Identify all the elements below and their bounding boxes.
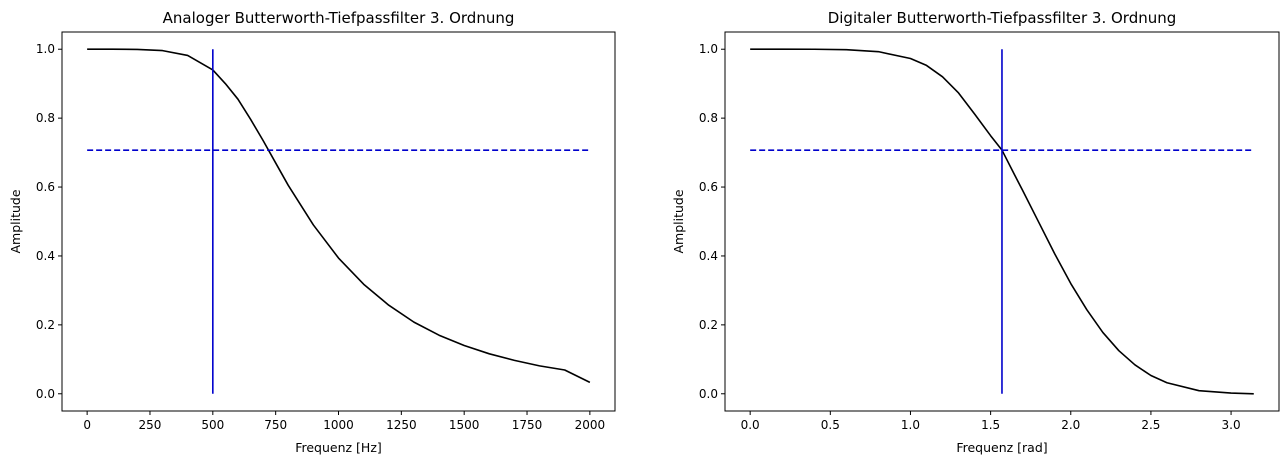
y-tick-label: 0.8 bbox=[36, 111, 55, 125]
x-ticks: 0 250 500 750 1000 1250 1500 1750 2000 bbox=[83, 411, 605, 432]
y-tick-label: 0.8 bbox=[699, 111, 718, 125]
y-tick-label: 0.0 bbox=[699, 387, 718, 401]
plot-area-frame bbox=[61, 31, 616, 412]
x-tick-label: 0.5 bbox=[821, 418, 840, 432]
x-tick-label: 2000 bbox=[575, 418, 606, 432]
x-tick-label: 3.0 bbox=[1222, 418, 1241, 432]
x-tick-label: 0.0 bbox=[741, 418, 760, 432]
series-line-0 bbox=[87, 48, 591, 384]
y-tick-label: 0.6 bbox=[36, 180, 55, 194]
chart-title: Analoger Butterworth-Tiefpassfilter 3. O… bbox=[163, 9, 515, 27]
y-tick-label: 1.0 bbox=[36, 42, 55, 56]
y-tick-label: 0.0 bbox=[36, 387, 55, 401]
plot-area-frame bbox=[724, 31, 1280, 412]
x-tick-label: 1000 bbox=[323, 418, 354, 432]
x-tick-label: 1.5 bbox=[981, 418, 1000, 432]
chart-analog: Analoger Butterworth-Tiefpassfilter 3. O… bbox=[8, 9, 616, 455]
x-axis-label: Frequenz [rad] bbox=[956, 440, 1047, 455]
x-tick-label: 1250 bbox=[386, 418, 417, 432]
x-axis-label: Frequenz [Hz] bbox=[295, 440, 382, 455]
x-ticks: 0.0 0.5 1.0 1.5 2.0 2.5 3.0 bbox=[741, 411, 1241, 432]
y-tick-label: 0.6 bbox=[699, 180, 718, 194]
y-tick-label: 0.2 bbox=[36, 318, 55, 332]
y-tick-label: 0.4 bbox=[36, 249, 55, 263]
y-ticks: 0.0 0.2 0.4 0.6 0.8 1.0 bbox=[699, 42, 725, 401]
x-tick-label: 750 bbox=[264, 418, 287, 432]
series-line-0 bbox=[750, 48, 1254, 395]
y-axis-label: Amplitude bbox=[671, 189, 686, 253]
x-tick-label: 250 bbox=[139, 418, 162, 432]
x-tick-label: 2.0 bbox=[1061, 418, 1080, 432]
y-tick-label: 0.4 bbox=[699, 249, 718, 263]
chart-title: Digitaler Butterworth-Tiefpassfilter 3. … bbox=[828, 9, 1177, 27]
chart-digital: Digitaler Butterworth-Tiefpassfilter 3. … bbox=[671, 9, 1280, 455]
x-tick-label: 500 bbox=[201, 418, 224, 432]
x-tick-label: 2.5 bbox=[1141, 418, 1160, 432]
series-group bbox=[750, 48, 1254, 395]
y-ticks: 0.0 0.2 0.4 0.6 0.8 1.0 bbox=[36, 42, 62, 401]
x-tick-label: 1.0 bbox=[901, 418, 920, 432]
x-tick-label: 1750 bbox=[512, 418, 543, 432]
x-tick-label: 0 bbox=[83, 418, 91, 432]
x-tick-label: 1500 bbox=[449, 418, 480, 432]
y-tick-label: 1.0 bbox=[699, 42, 718, 56]
y-axis-label: Amplitude bbox=[8, 189, 23, 253]
series-group bbox=[87, 48, 591, 394]
y-tick-label: 0.2 bbox=[699, 318, 718, 332]
